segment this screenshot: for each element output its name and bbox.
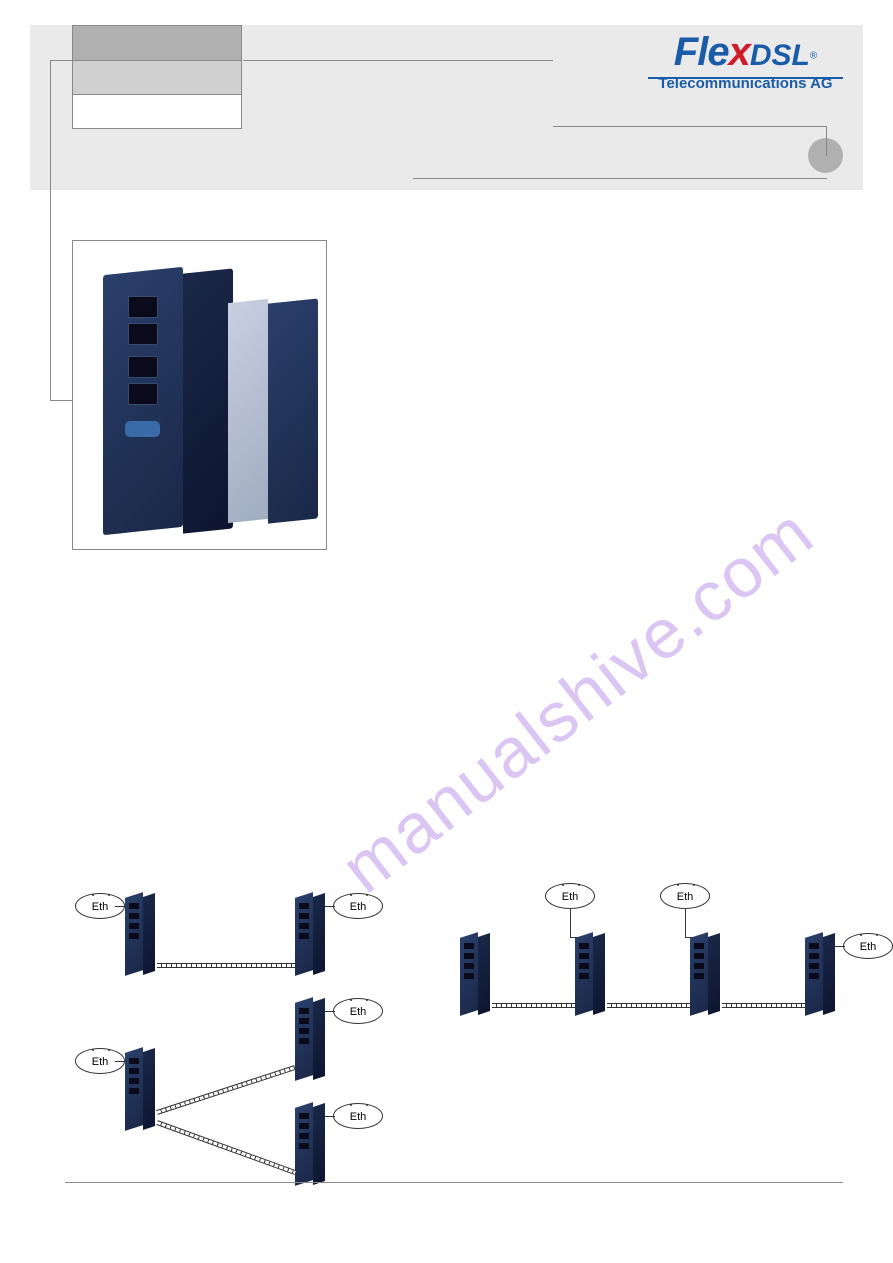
topology-device-icon	[125, 1050, 155, 1128]
ethernet-cloud-icon: Eth	[333, 893, 383, 919]
footer-divider	[65, 1182, 843, 1183]
frame-left-vertical	[50, 60, 51, 400]
frame-left-tick-top	[50, 60, 72, 61]
connector-line	[570, 909, 571, 937]
product-image-frame	[72, 240, 327, 550]
frame-mid-horizontal	[413, 178, 827, 179]
logo-reg-mark: ®	[810, 51, 817, 62]
dsl-link-icon	[607, 1003, 690, 1008]
dsl-link-icon	[156, 1120, 296, 1175]
ethernet-port-icon	[128, 296, 158, 318]
dsl-link-icon	[157, 963, 295, 968]
logo-subtitle: Telecommunications AG	[648, 75, 843, 92]
ethernet-cloud-icon: Eth	[843, 933, 893, 959]
topology-device-icon	[125, 895, 155, 973]
connector-line	[325, 906, 335, 907]
logo-text-fle: Fle	[674, 30, 729, 74]
ethernet-cloud-icon: Eth	[545, 883, 595, 909]
serial-port-icon	[125, 421, 160, 437]
connector-line	[325, 1011, 335, 1012]
connector-line	[115, 1061, 125, 1062]
dsl-link-icon	[156, 1065, 296, 1115]
dsl-link-icon	[492, 1003, 575, 1008]
topology-device-icon	[690, 935, 720, 1013]
frame-right-top	[553, 126, 827, 127]
ethernet-cloud-icon: Eth	[333, 998, 383, 1024]
ethernet-port-icon	[128, 356, 158, 378]
header-row-light	[73, 94, 241, 128]
company-logo: FlexDSL® Telecommunications AG	[648, 30, 843, 110]
connector-line	[325, 1116, 335, 1117]
frame-top-horizontal	[243, 60, 553, 61]
header-row-dark	[73, 26, 241, 60]
connector-line	[115, 906, 125, 907]
connector-line	[835, 946, 845, 947]
topology-device-icon	[295, 895, 325, 973]
frame-left-tick-bottom	[50, 400, 72, 401]
topology-device-icon	[805, 935, 835, 1013]
ethernet-port-icon	[128, 383, 158, 405]
topology-diagrams: EthEthEthEthEthEthEthEth	[65, 885, 843, 1175]
frame-right-vertical	[826, 126, 827, 156]
topology-device-icon	[295, 1000, 325, 1078]
ethernet-cloud-icon: Eth	[333, 1103, 383, 1129]
device-side-panel	[183, 268, 233, 533]
ethernet-port-icon	[128, 323, 158, 345]
connector-line	[570, 937, 578, 938]
dsl-link-icon	[722, 1003, 805, 1008]
device2-label-panel	[228, 299, 268, 523]
logo-text-dsl: DSL	[750, 39, 810, 72]
ethernet-cloud-icon: Eth	[660, 883, 710, 909]
device2-side-panel	[268, 298, 318, 523]
header-row-mid	[73, 60, 241, 94]
topology-device-icon	[295, 1105, 325, 1183]
header-grid	[72, 25, 242, 129]
connector-line	[685, 937, 693, 938]
topology-device-icon	[460, 935, 490, 1013]
watermark-text: manualshive.com	[326, 492, 828, 909]
connector-line	[685, 909, 686, 937]
topology-device-icon	[575, 935, 605, 1013]
logo-text-x: x	[729, 30, 750, 74]
